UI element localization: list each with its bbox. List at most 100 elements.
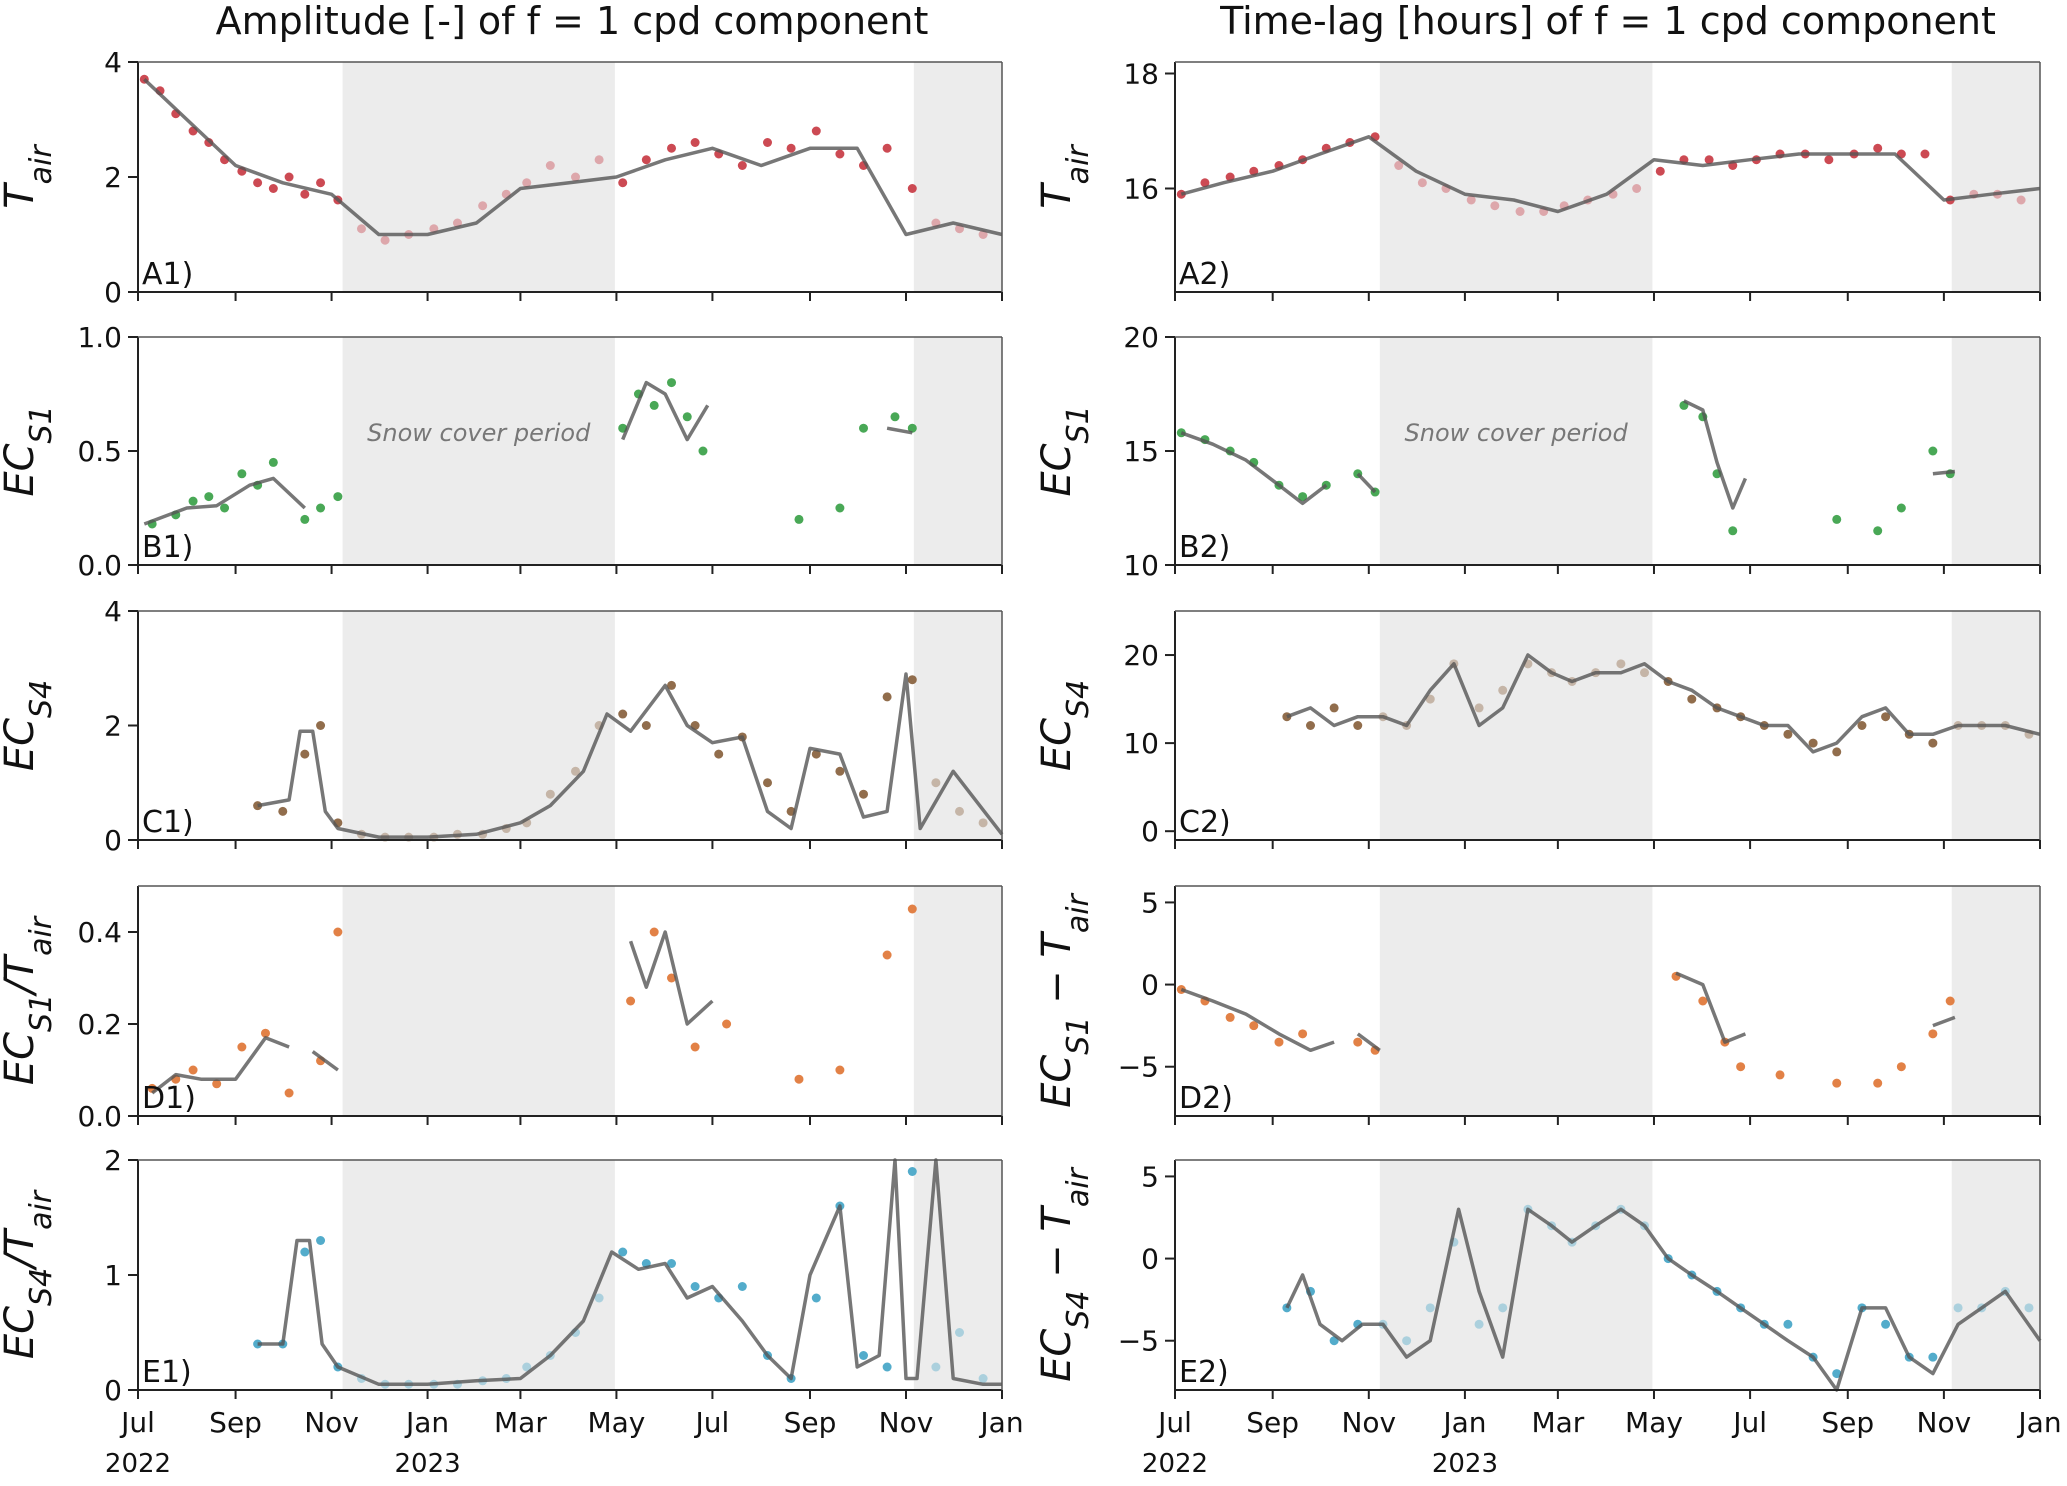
smoothed-line [1285,1207,2042,1392]
data-point [1953,1303,1963,1313]
y-tick-label: 10 [1123,549,1159,582]
data-point [667,378,677,388]
x-tick-label: Sep [1821,1406,1874,1439]
smoothed-line [1932,469,1956,476]
snow-cover-shade [1379,337,1653,565]
snow-cover-shade [342,62,615,292]
y-tick-label: 5 [1141,886,1159,919]
data-point [316,721,326,730]
data-point [763,778,773,788]
x-year-label: 2022 [105,1449,171,1479]
data-point [1808,738,1818,748]
smoothed-line [1675,971,1747,1044]
smoothed-line [1356,1032,1381,1052]
data-point [253,178,263,188]
y-tick-label: 16 [1123,173,1159,206]
panel-label: A1) [142,257,193,292]
smoothed-line [621,380,710,442]
data-point [786,143,796,153]
panel-label: C1) [142,805,194,840]
data-point [204,492,214,502]
data-point [1417,178,1427,188]
smoothed-line [1356,472,1377,494]
data-point [1928,446,1938,456]
data-point [1616,659,1626,669]
x-tick-label: Jan [1441,1406,1486,1439]
data-point [268,457,278,467]
y-tick-label: 4 [104,46,122,79]
y-tick-label: 0 [1141,1243,1159,1276]
data-point [667,143,677,153]
snow-cover-shade [1951,62,2040,292]
data-point [1353,721,1363,730]
y-tick-label: 0 [104,1374,122,1407]
ylabel-part: EC [0,718,43,771]
y-axis-label: Tair [1034,144,1096,209]
data-point [1873,143,1883,153]
data-point [356,224,366,234]
panel-label: B2) [1179,530,1230,565]
data-point [1881,1319,1891,1329]
data-point [811,749,821,759]
data-point [690,138,700,147]
data-point [811,126,821,136]
data-point [1928,1352,1938,1362]
data-point [284,1088,294,1098]
snow-cover-shade [1951,886,2040,1116]
data-point [907,1167,917,1176]
snow-cover-shade [1951,1160,2040,1390]
y-tick-label: −5 [1118,1325,1159,1358]
y-axis-label: ECS4 − Tair [1034,1166,1096,1381]
data-point [1698,996,1708,1006]
x-tick-label: Jul [1156,1406,1192,1439]
data-point [882,143,892,153]
snow-cover-shade [913,611,1002,840]
ylabel-part: /T [0,1226,43,1270]
data-point [690,1042,700,1052]
data-point [1945,996,1955,1006]
y-tick-label: 0 [1141,815,1159,848]
snow-cover-shade [342,1160,615,1390]
y-tick-label: 15 [1123,435,1159,468]
smoothed-line [257,1158,1002,1387]
panel-c1: 0 2 4 ECS4 C1) [0,595,1004,857]
data-point [835,766,845,776]
data-point [1200,178,1210,188]
data-point [649,400,659,410]
y-axis-label: ECS4 [1034,680,1096,771]
data-point [1728,526,1738,536]
data-point [882,950,892,960]
x-tick-label: Jan [404,1406,449,1439]
y-tick-label: 0.5 [77,435,122,468]
data-point [1274,1037,1284,1047]
data-point [316,1236,326,1245]
data-point [545,789,555,799]
data-point [794,1074,804,1084]
data-point [882,692,892,702]
data-point [1928,738,1938,748]
ylabel-part: air [1061,1166,1096,1207]
data-point [955,806,965,816]
ylabel-part: air [1061,144,1096,185]
panel-a2: 16 18 Tair A2) [1034,58,2041,301]
data-point [522,1362,532,1372]
y-axis-label: ECS1 [1034,405,1096,496]
smoothed-line [143,78,1003,237]
data-point [594,1293,604,1303]
data-point [667,973,677,983]
x-year-label: 2023 [1432,1449,1498,1479]
data-point [1824,155,1834,165]
x-tick-label: Jan [978,1406,1023,1439]
data-point [1783,1319,1793,1329]
y-tick-label: 0 [104,276,122,309]
ylabel-part: S4 [1061,1291,1096,1329]
x-tick-label: Mar [1531,1406,1584,1439]
data-point [1425,694,1435,704]
x-tick-label: Sep [784,1406,837,1439]
data-point [737,161,747,170]
data-point [1775,1070,1785,1080]
data-point [618,1247,628,1257]
data-point [698,446,708,456]
data-point [667,680,677,690]
data-point [1873,526,1883,536]
